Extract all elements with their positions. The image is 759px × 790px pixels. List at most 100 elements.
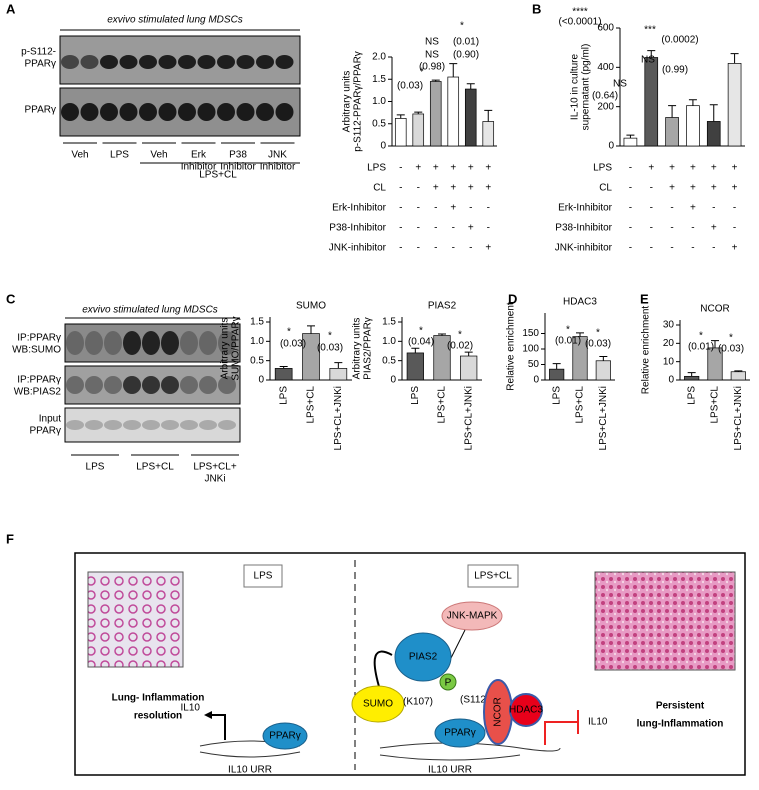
condition-sign: + xyxy=(450,163,456,174)
significance: * xyxy=(458,330,462,341)
bar xyxy=(464,88,477,147)
band xyxy=(180,331,198,355)
condition-sign: - xyxy=(417,223,420,234)
lane-label: JNKi xyxy=(204,474,225,485)
band xyxy=(236,103,255,121)
label-box xyxy=(243,564,283,588)
condition-sign: - xyxy=(712,203,715,214)
y-tick-label: 0 xyxy=(608,141,614,152)
band xyxy=(66,420,84,430)
condition-label: Erk-Inhibitor xyxy=(332,203,387,214)
band xyxy=(104,331,122,355)
condition-sign: + xyxy=(711,223,717,234)
error-bar xyxy=(307,325,315,334)
condition-sign: - xyxy=(399,183,402,194)
band xyxy=(123,376,141,394)
blot-row-label: WB:PIAS2 xyxy=(14,387,62,398)
label-box xyxy=(467,564,519,588)
blot-row-label: p-S112- xyxy=(21,47,56,58)
significance: **** xyxy=(572,7,588,18)
panel-label: C xyxy=(6,291,16,306)
condition-sign: - xyxy=(399,163,402,174)
condition-sign: - xyxy=(629,203,632,214)
panel-labels: A B C D E F xyxy=(6,1,649,546)
y-axis-label: p-S112-PPARγ/PPARγ xyxy=(353,51,364,152)
band xyxy=(275,55,294,69)
diagram-title: LPS xyxy=(254,571,273,582)
y-tick-label: 1.0 xyxy=(382,336,396,347)
y-tick-label: 0.5 xyxy=(250,355,264,366)
condition-sign: + xyxy=(468,163,474,174)
band xyxy=(123,331,141,355)
band xyxy=(85,376,103,394)
y-tick-label: 1.0 xyxy=(372,96,386,107)
band xyxy=(199,331,217,355)
band xyxy=(180,420,198,430)
y-tick-label: 150 xyxy=(522,328,539,339)
condition-sign: - xyxy=(733,203,736,214)
bar xyxy=(394,118,407,147)
condition-sign: - xyxy=(452,223,455,234)
band xyxy=(236,55,255,69)
condition-sign: - xyxy=(399,203,402,214)
lane-label: Veh xyxy=(150,150,167,161)
y-tick-label: 400 xyxy=(597,62,614,73)
condition-label: P38-Inhibitor xyxy=(555,223,612,234)
condition-sign: - xyxy=(712,243,715,254)
error-bar xyxy=(734,370,743,372)
condition-label: LPS xyxy=(593,163,612,174)
x-tick-label: LPS xyxy=(686,386,697,405)
gene: IL10 xyxy=(181,703,201,714)
condition-sign: - xyxy=(670,243,673,254)
band xyxy=(61,103,79,121)
band xyxy=(161,420,179,430)
band xyxy=(218,376,236,394)
blot-title: exvivo stimulated lung MDSCs xyxy=(82,305,218,316)
lane-label: Inhibitor xyxy=(260,162,296,173)
outcome: Lung- Inflammation xyxy=(112,693,205,704)
protein xyxy=(262,722,308,750)
condition-sign: + xyxy=(690,163,696,174)
arrow xyxy=(373,650,393,691)
error-bar xyxy=(396,114,405,119)
error-bar xyxy=(552,363,561,370)
protein-label: PPARγ xyxy=(269,731,301,742)
bar xyxy=(595,360,611,381)
x-tick-label: LPS xyxy=(551,386,562,405)
chart-title: SUMO xyxy=(296,301,326,312)
y-tick-label: 50 xyxy=(528,359,540,370)
condition-sign: + xyxy=(732,163,738,174)
condition-label: CL xyxy=(373,183,386,194)
y-tick-label: 1.0 xyxy=(250,336,264,347)
y-tick-label: 1.5 xyxy=(372,74,386,85)
condition-sign: - xyxy=(469,243,472,254)
y-tick-label: 1.5 xyxy=(250,317,264,328)
band xyxy=(61,55,79,69)
significance: (0.03) xyxy=(585,339,611,350)
x-tick-label: LPS xyxy=(410,386,421,405)
band xyxy=(100,55,118,69)
band xyxy=(85,331,103,355)
significance: * xyxy=(419,326,423,337)
significance: * xyxy=(287,327,291,338)
lane-label: LPS xyxy=(86,462,105,473)
significance: *** xyxy=(644,25,656,36)
bar xyxy=(429,81,442,147)
lane-label: JNK xyxy=(268,150,287,161)
condition-sign: + xyxy=(468,223,474,234)
inhibition xyxy=(544,710,579,745)
condition-sign: + xyxy=(415,163,421,174)
error-bar xyxy=(711,340,719,348)
band xyxy=(161,376,179,394)
bar xyxy=(447,76,460,147)
band xyxy=(139,55,157,69)
condition-sign: - xyxy=(417,183,420,194)
y-tick-label: 600 xyxy=(597,23,614,34)
error-bar xyxy=(449,63,458,78)
band xyxy=(217,103,235,121)
band xyxy=(218,420,236,430)
condition-sign: + xyxy=(485,163,491,174)
lane-label: Inhibitor xyxy=(181,162,217,173)
protein-label: PIAS2 xyxy=(409,652,438,663)
